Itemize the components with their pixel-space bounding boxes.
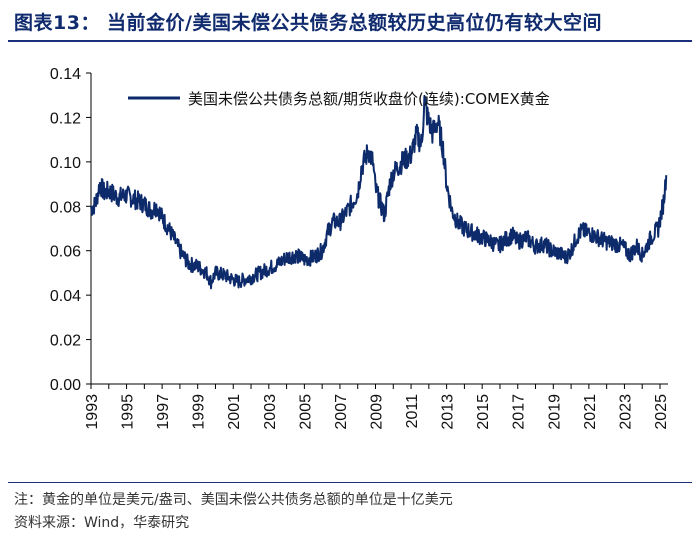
x-tick-label: 2019 <box>546 394 563 430</box>
y-tick-label: 0.04 <box>50 288 81 305</box>
x-tick-label: 1997 <box>155 394 172 430</box>
x-tick-label: 2015 <box>475 394 492 430</box>
x-tick-label: 2005 <box>297 394 314 430</box>
figure-title: 图表13： 当前金价/美国未偿公共债务总额较历史高位仍有较大空间 <box>14 12 602 34</box>
x-tick-label: 1995 <box>120 394 137 430</box>
x-tick-label: 2011 <box>404 394 421 429</box>
footer-rule <box>8 482 692 483</box>
title-rule <box>8 40 692 42</box>
x-tick-label: 2017 <box>511 394 528 430</box>
line-chart: 0.000.020.040.060.080.100.120.14 1993 199… <box>50 66 670 430</box>
series-line <box>90 94 668 290</box>
x-tick-label: 2023 <box>617 394 634 430</box>
legend: 美国未偿公共债务总额/期货收盘价(连续):COMEX黄金 <box>128 90 550 108</box>
x-tick-label: 2021 <box>582 394 599 430</box>
x-tick-label: 2009 <box>368 394 385 430</box>
y-tick-label: 0.12 <box>50 110 81 127</box>
source-note: 资料来源：Wind，华泰研究 <box>14 515 190 531</box>
x-tick-label: 2025 <box>653 394 670 430</box>
y-tick-label: 0.10 <box>50 155 81 172</box>
y-tick-label: 0.06 <box>50 244 81 261</box>
legend-label: 美国未偿公共债务总额/期货收盘价(连续):COMEX黄金 <box>188 90 550 108</box>
x-tick-label: 2001 <box>226 394 243 430</box>
x-tick-label: 2013 <box>440 394 457 430</box>
x-tick-label: 1999 <box>191 394 208 430</box>
footnote: 注：黄金的单位是美元/盎司、美国未偿公共债务总额的单位是十亿美元 <box>14 492 453 508</box>
x-tick-label: 2007 <box>333 394 350 430</box>
x-axis: 1993 1995 1997 1999 2001 2003 2005 2007 2009 2011… <box>84 383 670 430</box>
y-tick-label: 0.14 <box>50 66 81 83</box>
y-tick-label: 0.02 <box>50 333 81 350</box>
y-tick-label: 0.08 <box>50 199 81 216</box>
x-tick-label: 2003 <box>262 394 279 430</box>
x-tick-label: 1993 <box>84 394 101 430</box>
series-group <box>90 94 668 290</box>
y-axis: 0.00 0.02 0.04 0.06 0.08 0.10 0.12 0.14 <box>50 66 92 394</box>
y-tick-label: 0.00 <box>50 377 81 394</box>
